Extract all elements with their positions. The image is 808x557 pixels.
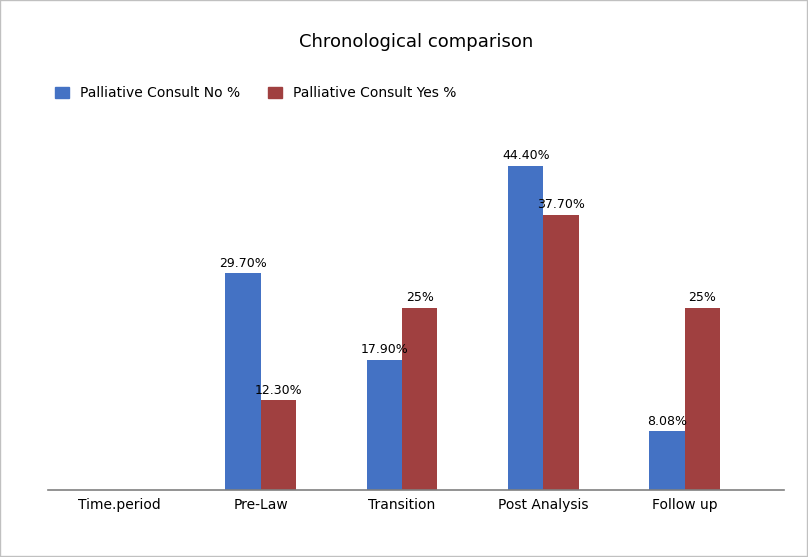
Bar xyxy=(260,400,296,490)
Text: 25%: 25% xyxy=(406,291,434,304)
Text: 25%: 25% xyxy=(688,291,717,304)
Legend: Palliative Consult No %, Palliative Consult Yes %: Palliative Consult No %, Palliative Cons… xyxy=(56,86,457,100)
Bar xyxy=(225,273,260,490)
Text: 29.70%: 29.70% xyxy=(219,257,267,270)
Bar xyxy=(508,166,543,490)
Bar xyxy=(367,359,402,490)
Title: Chronological comparison: Chronological comparison xyxy=(299,33,533,51)
Bar xyxy=(685,307,720,490)
Bar xyxy=(543,215,579,490)
Bar xyxy=(650,431,685,490)
Text: 37.70%: 37.70% xyxy=(537,198,585,211)
Bar xyxy=(402,307,437,490)
Text: 44.40%: 44.40% xyxy=(502,149,549,163)
Text: 17.90%: 17.90% xyxy=(360,343,408,356)
Text: 8.08%: 8.08% xyxy=(647,414,687,428)
Text: 12.30%: 12.30% xyxy=(255,384,302,397)
